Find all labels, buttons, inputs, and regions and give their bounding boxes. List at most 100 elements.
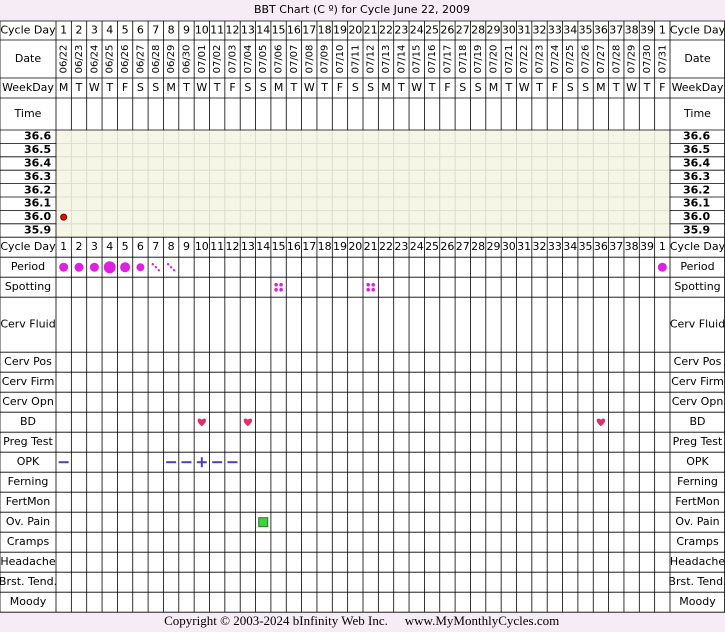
temp-label: 36.2	[24, 183, 51, 196]
row-label: Cerv Fluid	[670, 318, 725, 331]
temp-label: 36.6	[24, 130, 51, 143]
temp-label: 36.1	[24, 197, 51, 210]
cycle-day: 37	[609, 24, 623, 37]
date: 07/21	[504, 45, 515, 74]
weekday: M	[274, 81, 284, 94]
weekday: M	[59, 81, 69, 94]
row-label: Cerv Fluid	[0, 318, 55, 331]
date: 07/17	[442, 45, 453, 74]
row-label: Cramps	[676, 535, 719, 548]
date: 06/23	[74, 45, 85, 74]
weekday: T	[428, 81, 436, 94]
period-mark	[657, 262, 667, 272]
weekday: T	[75, 81, 83, 94]
row-label: Cerv Opn	[672, 395, 724, 408]
cycle-day: 33	[548, 240, 562, 253]
date: 07/22	[519, 45, 530, 74]
cycle-day: 10	[195, 24, 209, 37]
date: 06/27	[135, 45, 146, 74]
temp-label: 36.0	[24, 210, 51, 223]
date: 07/30	[642, 45, 653, 74]
spotting-mark	[274, 287, 278, 292]
cycle-day: 1	[659, 240, 666, 253]
weekday: S	[459, 81, 466, 94]
cycle-day: 12	[226, 240, 240, 253]
cycle-day: 27	[456, 240, 470, 253]
spotting-mark	[279, 287, 283, 292]
cycle-day: 24	[410, 24, 424, 37]
date: 07/18	[458, 45, 469, 74]
cycle-day: 18	[318, 24, 332, 37]
cycle-day: 4	[106, 240, 113, 253]
cycle-day: 20	[348, 24, 362, 37]
date: 07/08	[304, 45, 315, 74]
weekday: T	[535, 81, 543, 94]
date: 06/25	[105, 45, 116, 74]
cycle-day: 32	[533, 240, 547, 253]
weekday: W	[196, 81, 207, 94]
copyright: Copyright © 2003-2024 bInfinity Web Inc.	[164, 613, 388, 628]
weekday: M	[489, 81, 499, 94]
spotting-mark	[366, 282, 370, 287]
header-label: Cycle Day	[0, 240, 56, 253]
header-label: Time	[14, 107, 42, 120]
weekday: S	[137, 81, 144, 94]
cycle-day: 32	[533, 24, 547, 37]
weekday: W	[411, 81, 422, 94]
row-label: Moody	[10, 595, 47, 608]
period-spot	[151, 263, 154, 266]
cycle-day: 34	[563, 240, 577, 253]
cycle-day: 19	[333, 24, 347, 37]
row-label: Ferning	[8, 475, 49, 488]
cycle-day: 33	[548, 24, 562, 37]
row-label: Cerv Firm	[671, 375, 724, 388]
period-mark	[74, 262, 84, 272]
weekday: M	[381, 81, 391, 94]
weekday: F	[122, 81, 128, 94]
weekday: M	[596, 81, 606, 94]
date: 06/22	[59, 45, 70, 74]
date: 07/07	[289, 45, 300, 74]
weekday: W	[304, 81, 315, 94]
date: 07/02	[212, 45, 223, 74]
cycle-day: 21	[364, 240, 378, 253]
header-label: Time	[683, 107, 711, 120]
cycle-day: 35	[579, 240, 593, 253]
cycle-day: 16	[287, 24, 301, 37]
weekday: F	[444, 81, 450, 94]
period-spot	[169, 266, 173, 269]
weekday: F	[337, 81, 343, 94]
period-spot	[154, 266, 157, 269]
cycle-day: 39	[640, 24, 654, 37]
date: 07/12	[366, 45, 377, 74]
cycle-day: 37	[609, 240, 623, 253]
cycle-day: 8	[168, 240, 175, 253]
cycle-day: 23	[394, 240, 408, 253]
date: 07/27	[596, 45, 607, 74]
cycle-day: 26	[440, 240, 454, 253]
weekday: T	[213, 81, 221, 94]
spotting-mark	[371, 282, 375, 287]
temp-label: 36.4	[683, 157, 710, 170]
cycle-day: 5	[122, 240, 129, 253]
cycle-day: 28	[471, 24, 485, 37]
row-label: Ov. Pain	[6, 515, 50, 528]
temperature-point	[60, 213, 68, 221]
date: 07/13	[381, 45, 392, 74]
cycle-day: 17	[302, 24, 316, 37]
cycle-day: 14	[256, 240, 270, 253]
grid-background	[0, 21, 725, 613]
row-label: Cerv Opn	[2, 395, 54, 408]
weekday: S	[367, 81, 374, 94]
cycle-day: 35	[579, 24, 593, 37]
row-label: Brst. Tend.	[668, 575, 725, 588]
cycle-day: 13	[241, 24, 255, 37]
date: 07/14	[396, 45, 407, 74]
row-label: Brst. Tend.	[0, 575, 57, 588]
weekday: W	[89, 81, 100, 94]
weekday: S	[475, 81, 482, 94]
period-spot	[172, 269, 176, 272]
website: www.MyMonthlyCycles.com	[405, 613, 559, 628]
header-label: Date	[684, 52, 711, 65]
